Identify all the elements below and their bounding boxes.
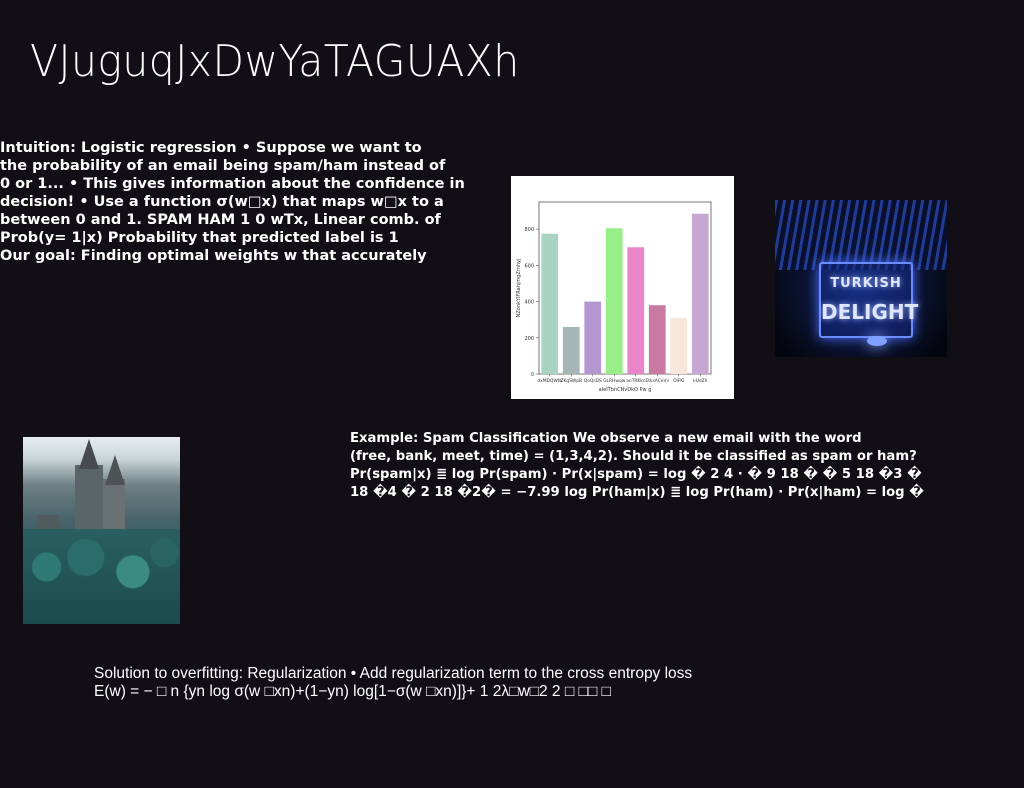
castle-roof (105, 455, 125, 485)
x-tick-label: QoQsDS (584, 378, 602, 384)
y-axis-label: NZonkYIFRahjmgZrnhyj (516, 259, 522, 318)
x-tick-label: dxMDQWtb (537, 378, 562, 384)
ceiling-stripes (775, 200, 947, 270)
forest (23, 529, 180, 624)
x-tick-label: GLRHwqw (603, 378, 626, 384)
bar-chart: 0 200 400 600 800 dxMDQWtb ZKqSWpB QoQsDS GLRHwq… (511, 176, 734, 399)
x-tick-label: kUdZh (693, 378, 708, 384)
neon-lamp (867, 336, 887, 346)
y-tick-label: 0 (531, 372, 534, 378)
bar (605, 228, 623, 374)
castle-photo (23, 437, 180, 624)
x-axis-label: aIeITbnCNvDkO Pw g (599, 387, 652, 393)
neon-sign-line2: DELIGHT (821, 300, 919, 324)
bar (541, 233, 559, 374)
bar (584, 301, 602, 374)
bar (648, 305, 666, 374)
bar (691, 213, 709, 374)
x-tick-label: OlFKi (673, 378, 684, 384)
bar (627, 247, 645, 374)
bar (562, 326, 580, 374)
x-tick-label: EtksACeVv (645, 378, 669, 384)
intuition-text: Intuition: Logistic regression • Suppose… (0, 140, 465, 264)
y-tick-label: 200 (524, 336, 534, 342)
solution-text: Solution to overfitting: Regularization … (94, 665, 693, 700)
castle-roof (79, 439, 99, 469)
neon-sign-photo: TURKISH DELIGHT (775, 200, 947, 357)
y-tick-label: 800 (524, 227, 534, 233)
plot-frame (538, 201, 712, 375)
neon-sign-line1: TURKISH (830, 276, 902, 291)
bar (670, 317, 688, 374)
slide-title: VJuguqJxDwYaTAGUAXh (30, 36, 520, 87)
y-tick-label: 400 (524, 300, 534, 306)
x-tick-label: anTRKkc (626, 378, 646, 384)
x-tick-label: ZKqSWpB (560, 378, 582, 384)
y-tick-label: 600 (524, 263, 534, 269)
example-text: Example: Spam Classification We observe … (350, 431, 924, 500)
neon-sign: TURKISH DELIGHT (819, 262, 919, 338)
